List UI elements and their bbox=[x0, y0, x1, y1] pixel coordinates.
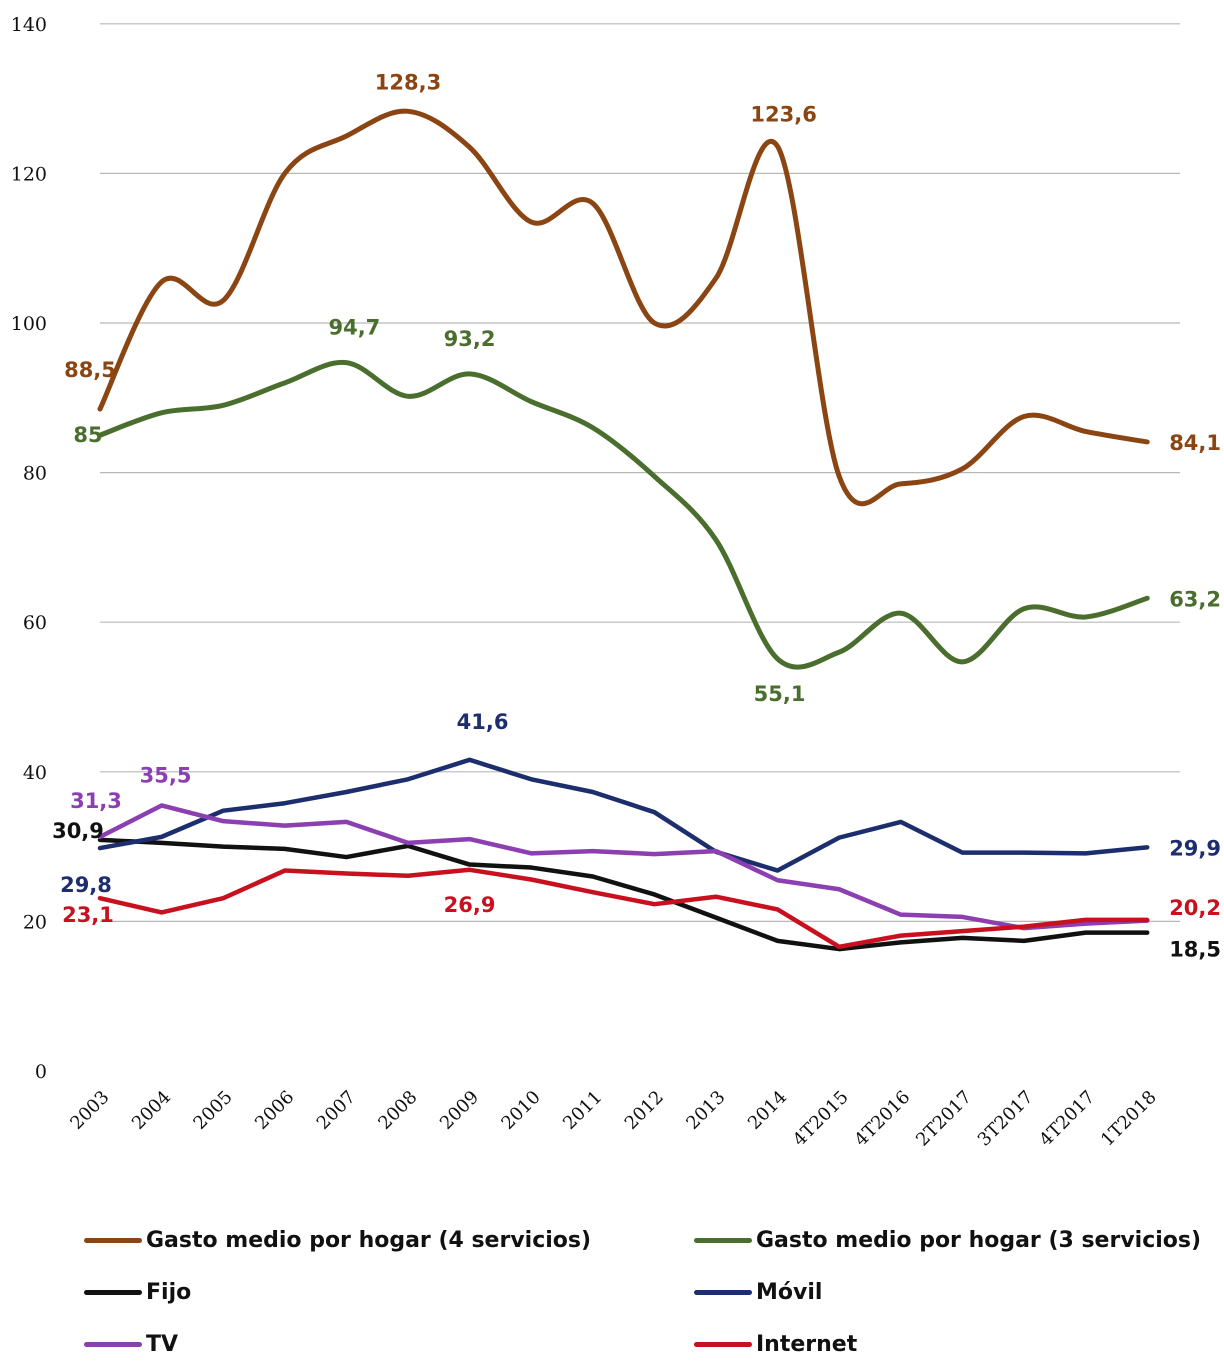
x-tick-label: 2005 bbox=[189, 1087, 236, 1134]
legend-label: Internet bbox=[756, 1331, 858, 1357]
y-tick-label: 40 bbox=[23, 762, 47, 784]
legend-swatch bbox=[694, 1341, 752, 1347]
data-label: 30,9 bbox=[52, 819, 104, 843]
data-label: 29,8 bbox=[60, 873, 112, 897]
series-line-3-servicios bbox=[97, 360, 1150, 670]
x-tick-label: 2007 bbox=[313, 1087, 360, 1134]
legend-swatch bbox=[84, 1289, 142, 1295]
legend-swatch bbox=[84, 1341, 142, 1347]
data-label: 63,2 bbox=[1169, 587, 1221, 611]
data-label: 93,2 bbox=[444, 327, 496, 351]
series-line-fijo bbox=[97, 837, 1150, 952]
series-lines bbox=[97, 108, 1150, 952]
series-line-movil bbox=[97, 757, 1150, 873]
y-tick-label: 0 bbox=[35, 1061, 47, 1083]
x-tick-label: 4T2016 bbox=[850, 1087, 914, 1151]
data-label: 26,9 bbox=[444, 893, 496, 917]
data-label: 85 bbox=[73, 423, 102, 447]
y-tick-label: 20 bbox=[23, 911, 47, 933]
legend-item: Gasto medio por hogar (4 servicios) bbox=[84, 1222, 591, 1258]
data-label: 128,3 bbox=[375, 70, 441, 94]
x-tick-label: 2004 bbox=[128, 1087, 175, 1134]
x-tick-label: 2012 bbox=[621, 1087, 668, 1134]
x-tick-label: 2011 bbox=[559, 1087, 606, 1134]
data-label: 31,3 bbox=[70, 789, 122, 813]
x-tick-label: 1T2018 bbox=[1097, 1087, 1161, 1151]
legend-item: Fijo bbox=[84, 1274, 191, 1310]
x-tick-label: 2008 bbox=[374, 1087, 421, 1134]
x-tick-label: 2009 bbox=[436, 1087, 483, 1134]
data-label: 55,1 bbox=[754, 682, 806, 706]
legend-label: Móvil bbox=[756, 1279, 823, 1305]
data-labels: 88,5 128,3 123,6 84,1 85 94,7 93,2 55,1 63,2 30,9… bbox=[52, 70, 1221, 961]
x-tick-label: 2003 bbox=[66, 1087, 113, 1134]
legend-item: Internet bbox=[694, 1326, 857, 1362]
data-label: 88,5 bbox=[64, 358, 116, 382]
x-tick-label: 4T2015 bbox=[789, 1087, 853, 1151]
y-axis-ticks: 0 20 40 60 80 100 120 140 bbox=[11, 14, 47, 1083]
data-label: 35,5 bbox=[140, 763, 192, 787]
x-tick-label: 2014 bbox=[744, 1087, 791, 1134]
x-tick-label: 2006 bbox=[251, 1087, 298, 1134]
legend-label: Gasto medio por hogar (4 servicios) bbox=[146, 1227, 592, 1253]
legend-swatch bbox=[694, 1237, 752, 1243]
x-tick-label: 4T2017 bbox=[1035, 1087, 1099, 1151]
series-line-tv bbox=[97, 803, 1150, 931]
x-axis-ticks: 2003 2004 2005 2006 2007 2008 2009 2010 2011 2012… bbox=[66, 1087, 1160, 1151]
series-line-internet bbox=[97, 867, 1150, 950]
x-tick-label: 2013 bbox=[682, 1087, 729, 1134]
legend-item: Gasto medio por hogar (3 servicios) bbox=[694, 1222, 1201, 1258]
data-label: 123,6 bbox=[750, 102, 816, 126]
y-tick-label: 140 bbox=[11, 14, 47, 36]
x-tick-label: 2T2017 bbox=[912, 1087, 976, 1151]
y-tick-label: 100 bbox=[11, 313, 47, 335]
gridlines bbox=[100, 23, 1180, 923]
legend-swatch bbox=[694, 1289, 752, 1295]
data-label: 84,1 bbox=[1169, 431, 1221, 455]
legend-item: Móvil bbox=[694, 1274, 822, 1310]
legend-label: TV bbox=[146, 1331, 179, 1357]
y-tick-label: 120 bbox=[11, 163, 47, 185]
data-label: 29,9 bbox=[1169, 836, 1221, 860]
legend-swatch bbox=[84, 1237, 142, 1243]
legend-label: Fijo bbox=[146, 1279, 192, 1305]
data-label: 41,6 bbox=[457, 710, 509, 734]
legend-item: TV bbox=[84, 1326, 178, 1362]
y-tick-label: 60 bbox=[23, 612, 47, 634]
data-label: 94,7 bbox=[328, 316, 380, 340]
y-tick-label: 80 bbox=[23, 463, 47, 485]
series-line-4-servicios bbox=[97, 108, 1150, 507]
data-label: 23,1 bbox=[62, 903, 114, 927]
legend-label: Gasto medio por hogar (3 servicios) bbox=[756, 1227, 1202, 1253]
x-tick-label: 3T2017 bbox=[974, 1087, 1038, 1151]
data-label: 20,2 bbox=[1169, 896, 1221, 920]
data-label: 18,5 bbox=[1169, 938, 1221, 962]
x-tick-label: 2010 bbox=[497, 1087, 544, 1134]
